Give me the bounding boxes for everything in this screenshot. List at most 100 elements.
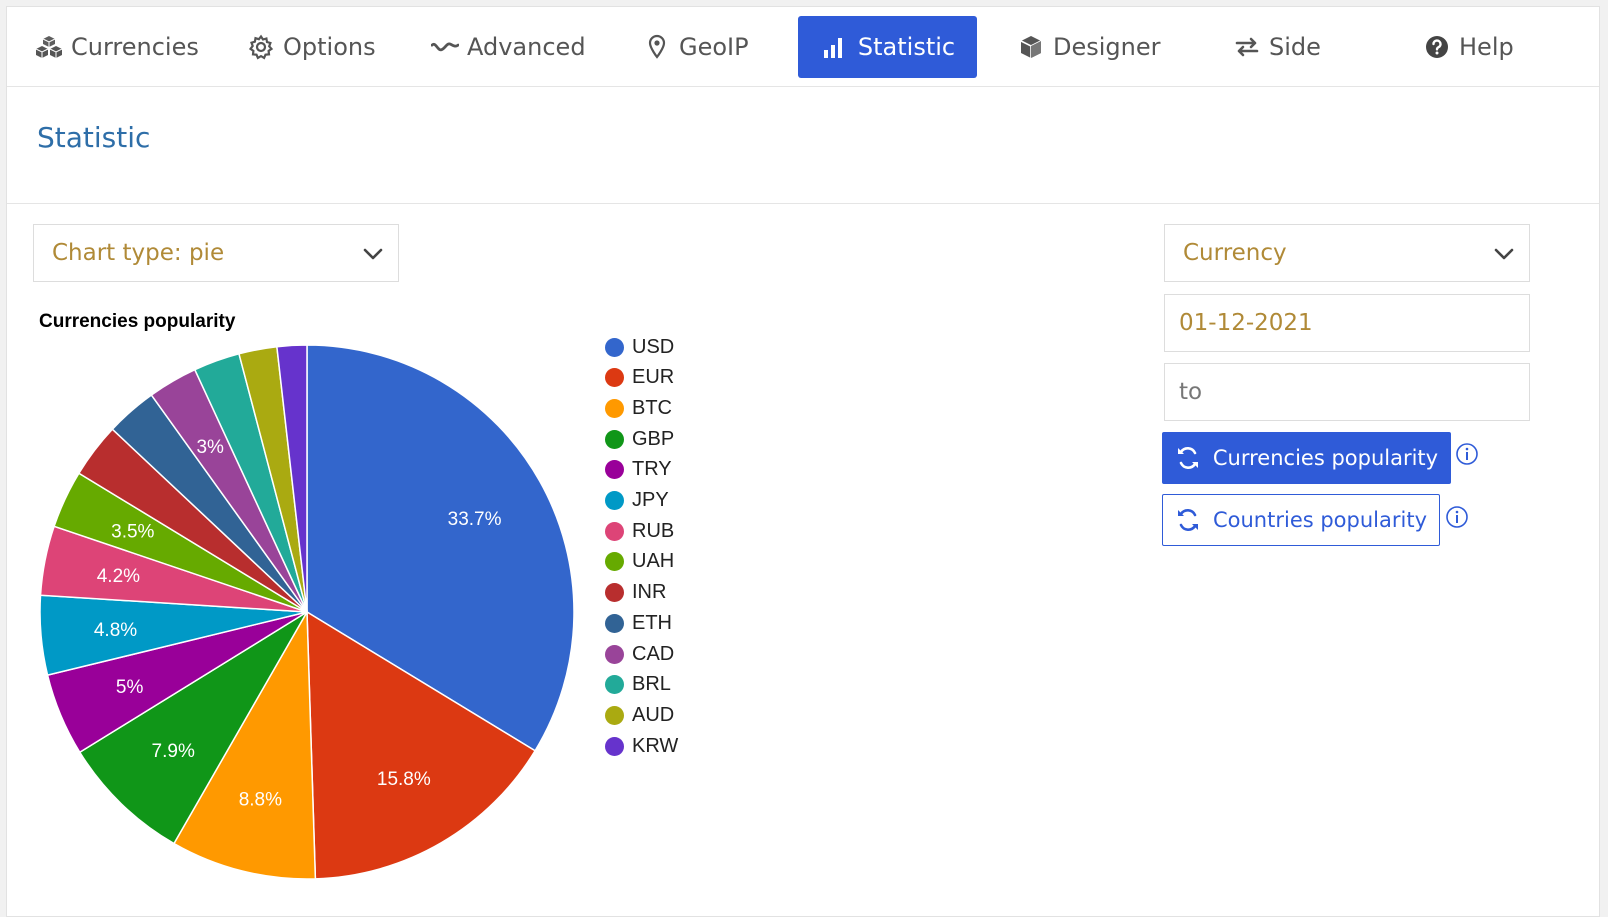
gear-icon <box>247 33 275 61</box>
info-icon[interactable] <box>1455 442 1479 466</box>
tab-statistic[interactable]: Statistic <box>798 16 977 78</box>
slice-label-btc: 8.8% <box>239 789 282 810</box>
date-to-placeholder: to <box>1179 379 1203 405</box>
legend-label: KRW <box>632 734 679 757</box>
legend-label: GBP <box>632 427 675 450</box>
refresh-icon <box>1175 445 1201 471</box>
date-from-value: 01-12-2021 <box>1179 310 1313 336</box>
currencies-popularity-button[interactable]: Currencies popularity <box>1162 432 1451 484</box>
tab-label: Options <box>283 33 376 61</box>
slice-label-cad: 3% <box>196 437 224 458</box>
filter-type-select[interactable]: Currency <box>1164 224 1530 282</box>
filter-type-value: Currency <box>1183 240 1287 266</box>
legend-label: UAH <box>632 550 675 573</box>
legend-swatch <box>605 644 624 664</box>
refresh-icon <box>1175 507 1201 533</box>
tab-label: Help <box>1459 33 1514 61</box>
legend-item-cad[interactable]: CAD <box>605 642 674 666</box>
tab-side[interactable]: Side <box>1233 16 1321 78</box>
pie-slice-btc[interactable] <box>172 609 317 880</box>
chevron-down-icon <box>363 248 383 260</box>
legend-swatch <box>605 521 624 541</box>
legend-label: INR <box>632 581 667 604</box>
pie-slice-usd[interactable] <box>306 344 575 752</box>
legend-swatch <box>605 583 624 603</box>
legend-swatch <box>605 736 624 756</box>
legend-item-rub[interactable]: RUB <box>605 519 674 543</box>
legend-label: AUD <box>632 703 675 726</box>
legend-swatch <box>605 337 624 357</box>
legend-item-brl[interactable]: BRL <box>605 673 671 697</box>
legend-label: USD <box>632 335 675 358</box>
tab-advanced[interactable]: Advanced <box>431 16 586 78</box>
legend-swatch <box>605 705 624 725</box>
legend-label: JPY <box>632 489 669 511</box>
slice-label-rub: 4.2% <box>97 566 140 587</box>
legend-label: CAD <box>632 642 675 665</box>
cube-icon <box>1017 33 1045 61</box>
legend-item-btc[interactable]: BTC <box>605 396 672 420</box>
slice-label-try: 5% <box>116 677 144 698</box>
wave-icon <box>431 33 459 61</box>
legend-swatch <box>605 552 624 572</box>
legend-swatch <box>605 460 624 480</box>
page-title: Statistic <box>37 121 151 154</box>
tab-help[interactable]: Help <box>1423 16 1514 78</box>
pie-slice-gbp[interactable] <box>78 611 308 845</box>
tab-label: GeoIP <box>679 33 749 61</box>
legend-label: BRL <box>632 673 671 696</box>
legend-item-eth[interactable]: ETH <box>605 611 672 635</box>
tab-label: Advanced <box>467 33 586 61</box>
tab-designer[interactable]: Designer <box>1017 16 1161 78</box>
slice-label-usd: 33.7% <box>448 509 502 530</box>
legend-item-jpy[interactable]: JPY <box>605 489 669 513</box>
countries-popularity-button[interactable]: Countries popularity <box>1162 494 1440 546</box>
info-icon[interactable] <box>1445 505 1469 529</box>
pie-slice-eur[interactable] <box>306 610 537 880</box>
legend-item-krw[interactable]: KRW <box>605 734 678 758</box>
legend-label: RUB <box>632 519 675 542</box>
legend-item-usd[interactable]: USD <box>605 335 674 359</box>
chevron-down-icon <box>1494 248 1514 260</box>
pie-slice-krw[interactable] <box>276 344 308 613</box>
question-circle-icon <box>1423 33 1451 61</box>
legend-item-uah[interactable]: UAH <box>605 550 674 574</box>
chart-title: Currencies popularity <box>39 311 236 332</box>
legend-swatch <box>605 368 624 388</box>
slice-label-uah: 3.5% <box>111 522 154 543</box>
legend-item-inr[interactable]: INR <box>605 581 666 605</box>
legend-label: TRY <box>632 458 672 481</box>
legend-swatch <box>605 398 624 418</box>
pie-chart: 33.7% 15.8% 8.8% 7.9% 5% 4.8% 4.2% 3.5% 3% <box>39 344 575 880</box>
legend-item-eur[interactable]: EUR <box>605 366 674 390</box>
tab-label: Designer <box>1053 33 1161 61</box>
swap-arrows-icon <box>1233 33 1261 61</box>
date-from-field[interactable]: 01-12-2021 <box>1164 294 1530 352</box>
chart-type-select[interactable]: Chart type: pie <box>33 224 399 282</box>
map-pin-icon <box>643 33 671 61</box>
legend-label: EUR <box>632 366 675 389</box>
legend-label: ETH <box>632 611 672 634</box>
date-to-field[interactable]: to <box>1164 363 1530 421</box>
tab-label: Statistic <box>857 33 956 61</box>
bar-chart-icon <box>820 33 848 61</box>
cubes-icon <box>35 33 63 61</box>
slice-label-jpy: 4.8% <box>94 620 137 641</box>
legend-swatch <box>605 429 624 449</box>
legend-swatch <box>605 613 624 633</box>
button-label: Countries popularity <box>1212 508 1428 532</box>
slice-label-eur: 15.8% <box>377 769 431 790</box>
button-label: Currencies popularity <box>1212 446 1439 470</box>
legend-item-gbp[interactable]: GBP <box>605 427 674 451</box>
tab-currencies[interactable]: Currencies <box>35 16 199 78</box>
chart-type-value: Chart type: pie <box>52 240 225 266</box>
legend-swatch <box>605 675 624 695</box>
tab-bar: Currencies Options Advanced GeoIP Statis… <box>7 7 1599 87</box>
tab-options[interactable]: Options <box>247 16 376 78</box>
legend-label: BTC <box>632 396 672 419</box>
legend-item-try[interactable]: TRY <box>605 458 672 482</box>
tab-geoip[interactable]: GeoIP <box>643 16 749 78</box>
slice-label-gbp: 7.9% <box>152 741 195 762</box>
legend-swatch <box>605 491 624 510</box>
legend-item-aud[interactable]: AUD <box>605 703 674 727</box>
